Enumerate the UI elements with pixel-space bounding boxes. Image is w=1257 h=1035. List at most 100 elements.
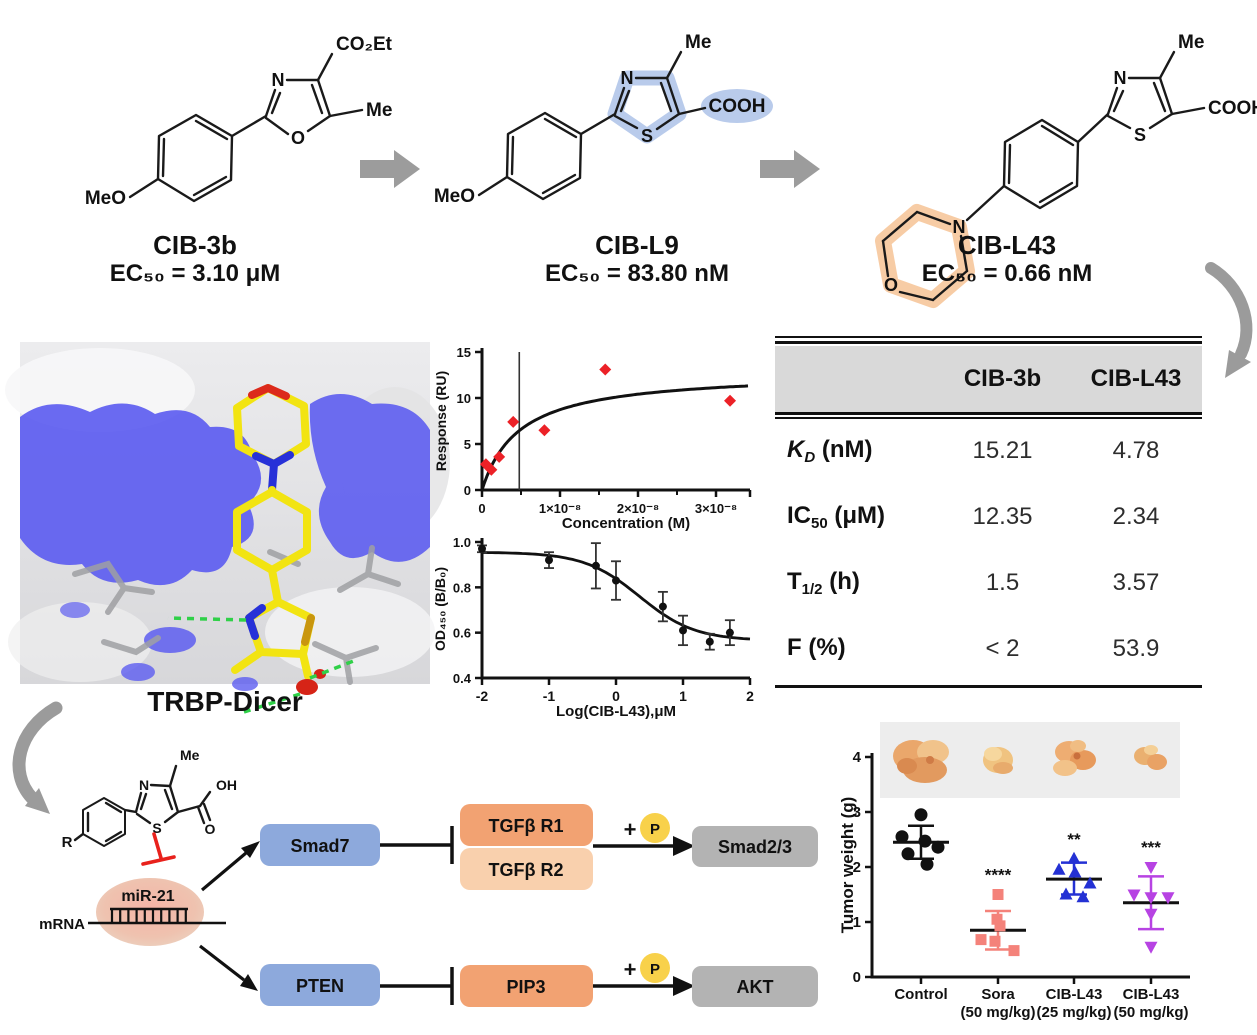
header-cib-l43: CIB-L43 [1090,365,1182,392]
compound-ec50: EC₅₀ = 0.66 nM [921,260,1093,287]
row-label-sub: D [804,449,816,466]
table-row: IC50 (μM) 12.35 2.34 [775,484,1202,550]
tgfb-r1-box [460,804,593,846]
data-point [705,637,714,646]
cooh-label: COOH [709,96,766,117]
inhibition-tbar-pip3 [380,967,454,1005]
phospho-circle [640,813,670,843]
s-atom-label: S [152,820,161,836]
cooh-highlight [701,89,773,123]
svg-text:Tumor weight (g): Tumor weight (g) [838,797,857,934]
r-group-label: R [62,834,73,851]
svg-text:0: 0 [853,969,861,986]
row-label-unit: (h) [822,568,860,595]
row-label: IC [787,502,811,529]
carboxyl-oxygen [296,679,318,695]
o-atom-label: O [291,128,305,148]
cib-l9-structure: N S Me COOH MeO [434,32,773,207]
smad23-box [692,826,818,867]
elisa-inhibition-chart: 0.4 0.6 0.8 1.0 -2 -1 0 1 2 Log(CIB-L43),μM OD₄₅₀ … [432,535,754,720]
svg-text:CIB-L43: CIB-L43 [1123,986,1180,1003]
svg-text:OD₄₅₀ (B/B₀): OD₄₅₀ (B/B₀) [432,567,448,651]
svg-text:10: 10 [457,391,471,406]
mirna-mrna-duplex [88,907,226,925]
data-point [989,935,1001,947]
data-point [1083,876,1097,889]
inhibition-tbar-compound [141,832,176,866]
data-point [1076,890,1090,903]
data-point [975,934,987,946]
svg-text:0: 0 [464,483,471,498]
docking-panel [5,342,450,714]
n-atom-label: N [272,70,285,90]
data-point [918,834,932,848]
data-point [599,363,612,376]
phenyl-ring [505,111,583,201]
data-point [538,424,551,437]
compound-ec50: EC₅₀ = 83.80 nM [545,260,729,287]
row-label-sub: 50 [811,515,828,532]
svg-text:****: **** [985,866,1012,885]
pten-label: PTEN [296,976,344,996]
data-point [545,556,553,565]
row-label-unit: (μM) [827,502,886,529]
data-point [931,840,945,854]
data-point [895,830,909,844]
svg-text:-1: -1 [543,688,556,704]
compound-name: CIB-L9 [595,230,679,260]
step-arrow-icon [760,150,820,188]
smad7-label: Smad7 [290,836,349,856]
data-point [1144,892,1158,905]
plus-sign: + [624,817,637,842]
svg-text:1×10⁻⁸: 1×10⁻⁸ [539,501,581,516]
ic50-cibl43: 2.34 [1112,503,1160,530]
pten-box [260,964,380,1006]
ligand-sticks [231,384,315,680]
svg-text:***: *** [1141,838,1161,857]
risc-complex-blob [96,878,204,946]
row-label: T [787,568,802,595]
data-point [493,450,506,463]
residue-sticks [72,545,401,685]
data-point [507,415,520,428]
compound-ec50: EC₅₀ = 3.10 μM [109,260,281,287]
svg-text:Log(CIB-L43),μM: Log(CIB-L43),μM [556,703,676,720]
row-label-unit: (nM) [815,436,873,463]
data-point [901,847,915,861]
ic50-cib3b: 12.35 [972,503,1033,530]
carbonyl-o-label: O [205,821,216,837]
hydrogen-bonds [167,616,357,714]
phospho-arrow-akt: + P [593,953,695,996]
svg-text:Response (RU): Response (RU) [433,371,449,471]
morpholine-n-label: N [953,217,966,237]
methoxy-label: MeO [434,186,475,207]
svg-text:0.6: 0.6 [453,626,471,641]
row-label: F [787,634,802,661]
step-arrow-icon [360,150,420,188]
tgfb-r2-box [460,848,593,890]
target-arrows [199,841,260,991]
svg-text:**: ** [1067,830,1081,849]
methyl-label: Me [1178,32,1204,53]
f-cibl43: 53.9 [1112,635,1160,662]
svg-text:5: 5 [464,437,471,452]
f-cib3b: < 2 [985,635,1020,662]
data-point [725,628,734,637]
svg-text:15: 15 [457,345,471,360]
kd-cib3b: 15.21 [972,437,1033,464]
svg-text:2: 2 [746,688,754,704]
svg-text:1: 1 [853,914,861,931]
hydroxyl-label: OH [216,777,237,793]
header-cib-3b: CIB-3b [963,365,1042,392]
svg-text:2×10⁻⁸: 2×10⁻⁸ [617,501,659,516]
data-point [1144,941,1158,954]
compound-name: CIB-3b [153,230,237,260]
n-atom-label: N [621,68,634,88]
table-row: F (%) < 2 53.9 [775,616,1202,682]
hydrophilic-patches [20,394,430,691]
data-point [1068,865,1082,878]
table-header-row: CIB-3b CIB-L43 [775,346,1202,412]
svg-text:4: 4 [853,749,862,766]
